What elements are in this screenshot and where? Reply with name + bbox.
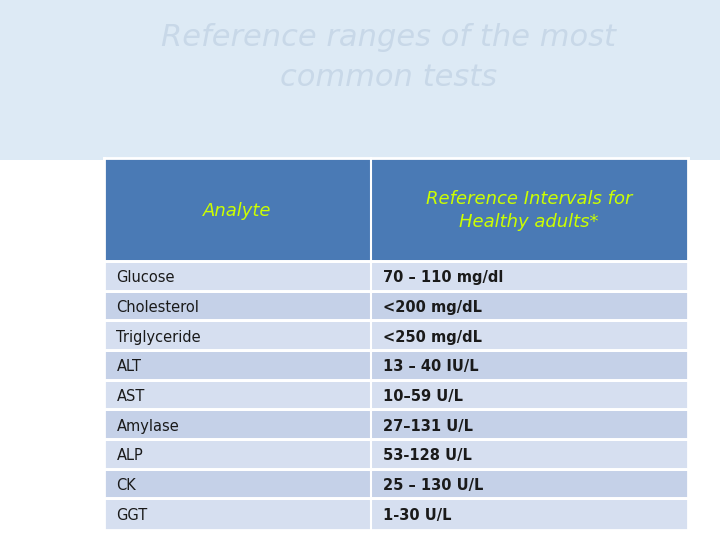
Bar <box>104 322 371 352</box>
Text: ALP: ALP <box>117 448 143 463</box>
Bar <box>371 293 688 322</box>
Bar <box>371 352 688 382</box>
Bar <box>371 501 688 530</box>
Text: 13 – 40 IU/L: 13 – 40 IU/L <box>383 359 478 374</box>
Text: ALT: ALT <box>117 359 141 374</box>
Bar <box>371 471 688 501</box>
Bar <box>104 158 688 263</box>
Text: Triglyceride: Triglyceride <box>117 329 201 345</box>
Bar <box>371 382 688 411</box>
Bar <box>104 352 371 382</box>
Text: CK: CK <box>117 478 136 493</box>
Text: common tests: common tests <box>280 64 498 92</box>
Bar <box>104 441 371 471</box>
Bar <box>371 263 688 293</box>
Bar <box>371 411 688 441</box>
Text: 1-30 U/L: 1-30 U/L <box>383 508 451 523</box>
Bar <box>0 0 720 160</box>
Text: 53-128 U/L: 53-128 U/L <box>383 448 472 463</box>
Bar <box>371 441 688 471</box>
Text: 10–59 U/L: 10–59 U/L <box>383 389 463 404</box>
Bar <box>0 160 720 540</box>
Bar <box>371 322 688 352</box>
Text: Cholesterol: Cholesterol <box>117 300 199 315</box>
Text: Amylase: Amylase <box>117 418 179 434</box>
Text: Reference ranges of the most: Reference ranges of the most <box>161 24 616 52</box>
Bar <box>104 501 371 530</box>
Text: <250 mg/dL: <250 mg/dL <box>383 329 482 345</box>
Bar <box>104 382 371 411</box>
Text: Analyte: Analyte <box>203 201 272 219</box>
Text: Glucose: Glucose <box>117 271 175 285</box>
Bar <box>104 293 371 322</box>
Text: AST: AST <box>117 389 145 404</box>
Text: 70 – 110 mg/dl: 70 – 110 mg/dl <box>383 271 503 285</box>
Text: 25 – 130 U/L: 25 – 130 U/L <box>383 478 483 493</box>
Text: 27–131 U/L: 27–131 U/L <box>383 418 473 434</box>
Bar <box>104 263 371 293</box>
Bar <box>104 411 371 441</box>
Text: <200 mg/dL: <200 mg/dL <box>383 300 482 315</box>
Text: Reference Intervals for
Healthy adults*: Reference Intervals for Healthy adults* <box>426 190 632 231</box>
Bar <box>104 471 371 501</box>
Text: GGT: GGT <box>117 508 148 523</box>
